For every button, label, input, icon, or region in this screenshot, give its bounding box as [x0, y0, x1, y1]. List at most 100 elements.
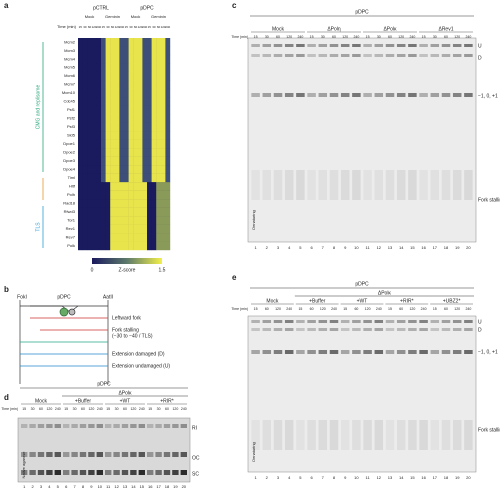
- row-label: Psf3: [67, 124, 76, 129]
- gel-band: [441, 44, 451, 47]
- time-tick: 60: [123, 407, 127, 411]
- heatmap-cell: [119, 207, 125, 217]
- heatmap-cell: [114, 182, 120, 191]
- heatmap-cell: [82, 182, 88, 191]
- gel-band: [37, 424, 45, 428]
- heatmap-cell: [96, 122, 102, 132]
- lane-number: 6: [310, 475, 313, 480]
- heatmap-cell: [119, 88, 125, 98]
- heatmap-cell: [105, 63, 111, 73]
- heatmap-cell: [156, 88, 161, 98]
- heatmap-cell: [78, 114, 83, 123]
- heatmap-cell: [82, 165, 88, 174]
- heatmap-cell: [96, 131, 102, 140]
- heatmap-cell: [96, 97, 102, 107]
- gel-band: [374, 420, 384, 450]
- heatmap-cell: [114, 114, 120, 123]
- heatmap-cell: [110, 216, 115, 225]
- heatmap-cell: [110, 122, 115, 132]
- heatmap-cell: [110, 156, 115, 166]
- gel-band: [130, 452, 137, 457]
- heatmap-cell: [96, 38, 102, 47]
- gel-band: [284, 93, 294, 97]
- lane-number: 6: [65, 484, 68, 489]
- heatmap-cell: [91, 224, 97, 234]
- gel-band: [352, 320, 361, 323]
- gel-band: [251, 328, 260, 331]
- heatmap-cell: [151, 165, 157, 174]
- heatmap-cell: [133, 182, 138, 191]
- heatmap-cell: [151, 88, 157, 98]
- heatmap-cell: [142, 54, 148, 64]
- heatmap-cell: [110, 97, 115, 107]
- time-tick: 60: [165, 407, 169, 411]
- heatmap-cell: [105, 80, 111, 90]
- heatmap-cell: [124, 224, 129, 234]
- gel-band: [385, 93, 395, 97]
- heatmap-cell: [137, 80, 143, 90]
- gel-band: [452, 44, 462, 47]
- lane-number: 8: [82, 484, 85, 489]
- heatmap-cell: [91, 122, 97, 132]
- lane-number: 18: [444, 475, 449, 480]
- gel-band: [340, 328, 350, 331]
- heatmap-cell: [156, 216, 161, 225]
- gel-band: [262, 54, 272, 57]
- gel-band: [113, 424, 120, 428]
- heatmap-cell: [151, 105, 157, 115]
- gel-band: [296, 420, 305, 450]
- heatmap-cell: [82, 46, 88, 56]
- heatmap-cell: [82, 71, 88, 81]
- heatmap-cell: [91, 88, 97, 98]
- time-tick: 240: [119, 25, 124, 29]
- time-tick: 15: [79, 25, 83, 29]
- gel-band: [284, 54, 294, 57]
- heatmap-cell: [151, 97, 157, 107]
- heatmap-cell: [124, 97, 129, 107]
- heatmap-cell: [96, 46, 102, 56]
- heatmap-cell: [87, 38, 92, 47]
- heatmap-cell: [87, 207, 92, 217]
- lane-number: 11: [106, 484, 111, 489]
- heatmap-cell: [110, 190, 115, 200]
- lane-number: 7: [73, 484, 76, 489]
- heatmap-cell: [147, 63, 152, 73]
- heatmap-cell: [156, 71, 161, 81]
- heatmap-cell: [137, 241, 143, 251]
- gel-band: [121, 452, 129, 457]
- heatmap-cell: [142, 71, 148, 81]
- heatmap-cell: [137, 88, 143, 98]
- heatmap-cell: [147, 131, 152, 140]
- time-tick: 240: [96, 25, 101, 29]
- heatmap-cell: [160, 190, 166, 200]
- heatmap-cell: [142, 182, 148, 191]
- gel-band: [296, 44, 305, 47]
- gel-band: [352, 420, 361, 450]
- time-tick: 120: [92, 25, 97, 29]
- heatmap-cell: [105, 233, 111, 242]
- group-label: +RIR*: [160, 398, 174, 404]
- gel-band: [385, 350, 395, 354]
- heatmap-cell: [133, 80, 138, 90]
- gel-band: [385, 54, 395, 57]
- gel-band: [273, 420, 283, 450]
- heatmap-cell: [133, 54, 138, 64]
- heatmap-cell: [119, 71, 125, 81]
- heatmap-cell: [91, 97, 97, 107]
- lane-number: 8: [333, 475, 336, 480]
- heatmap-cell: [128, 71, 134, 81]
- time-tick: 240: [297, 35, 303, 39]
- lane-number: 6: [310, 245, 313, 250]
- heatmap-cell: [114, 71, 120, 81]
- time-tick: 120: [365, 307, 371, 311]
- heatmap-cell: [87, 80, 92, 90]
- gel-band: [180, 470, 187, 475]
- gel-band: [464, 350, 473, 354]
- gel-band: [147, 424, 154, 428]
- heatmap-cell: [133, 224, 138, 234]
- gel-band: [138, 470, 145, 475]
- heatmap-cell: [119, 216, 125, 225]
- gel-band: [318, 93, 328, 97]
- row-label: Hltf: [69, 183, 76, 188]
- gel-band: [441, 420, 451, 450]
